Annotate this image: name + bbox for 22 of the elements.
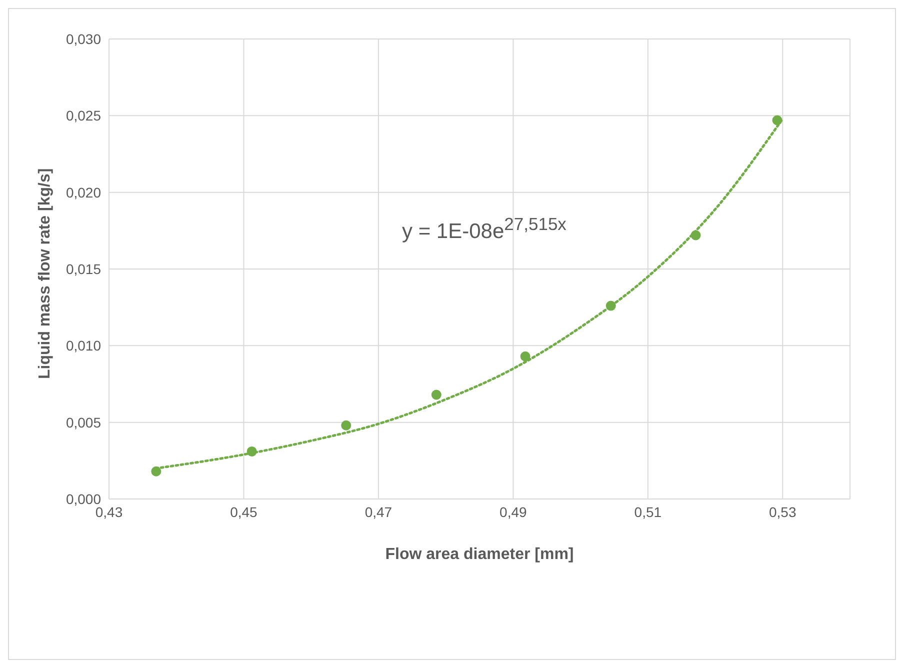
point [772, 115, 782, 126]
y-axis-title: Liquid mass flow rate [kg/s] [36, 168, 54, 379]
annotation: y = 1E-08e$^{27,515x}$ [402, 214, 566, 244]
y-tick-label: 0,010 [66, 338, 102, 354]
point [246, 446, 257, 456]
point [341, 420, 352, 430]
point [151, 466, 162, 476]
x-tick-label: 0,49 [500, 504, 528, 520]
x-tick-label: 0,47 [364, 504, 392, 520]
y-tick-label: 0,015 [66, 260, 102, 277]
point [606, 300, 616, 311]
y-tick-label: 0,005 [66, 414, 102, 430]
x-tick-label: 0,53 [769, 504, 796, 520]
x-tick-label: 0,45 [230, 504, 258, 520]
x-axis-title: Flow area diameter [mm] [385, 546, 574, 563]
point [431, 390, 442, 400]
y-tick-label: 0,025 [66, 108, 102, 124]
y-tick-label: 0,030 [66, 30, 102, 47]
point [690, 230, 701, 240]
y-tick-label: 0,020 [66, 184, 102, 200]
x-tick-label: 0,51 [634, 504, 662, 520]
point [520, 351, 530, 362]
